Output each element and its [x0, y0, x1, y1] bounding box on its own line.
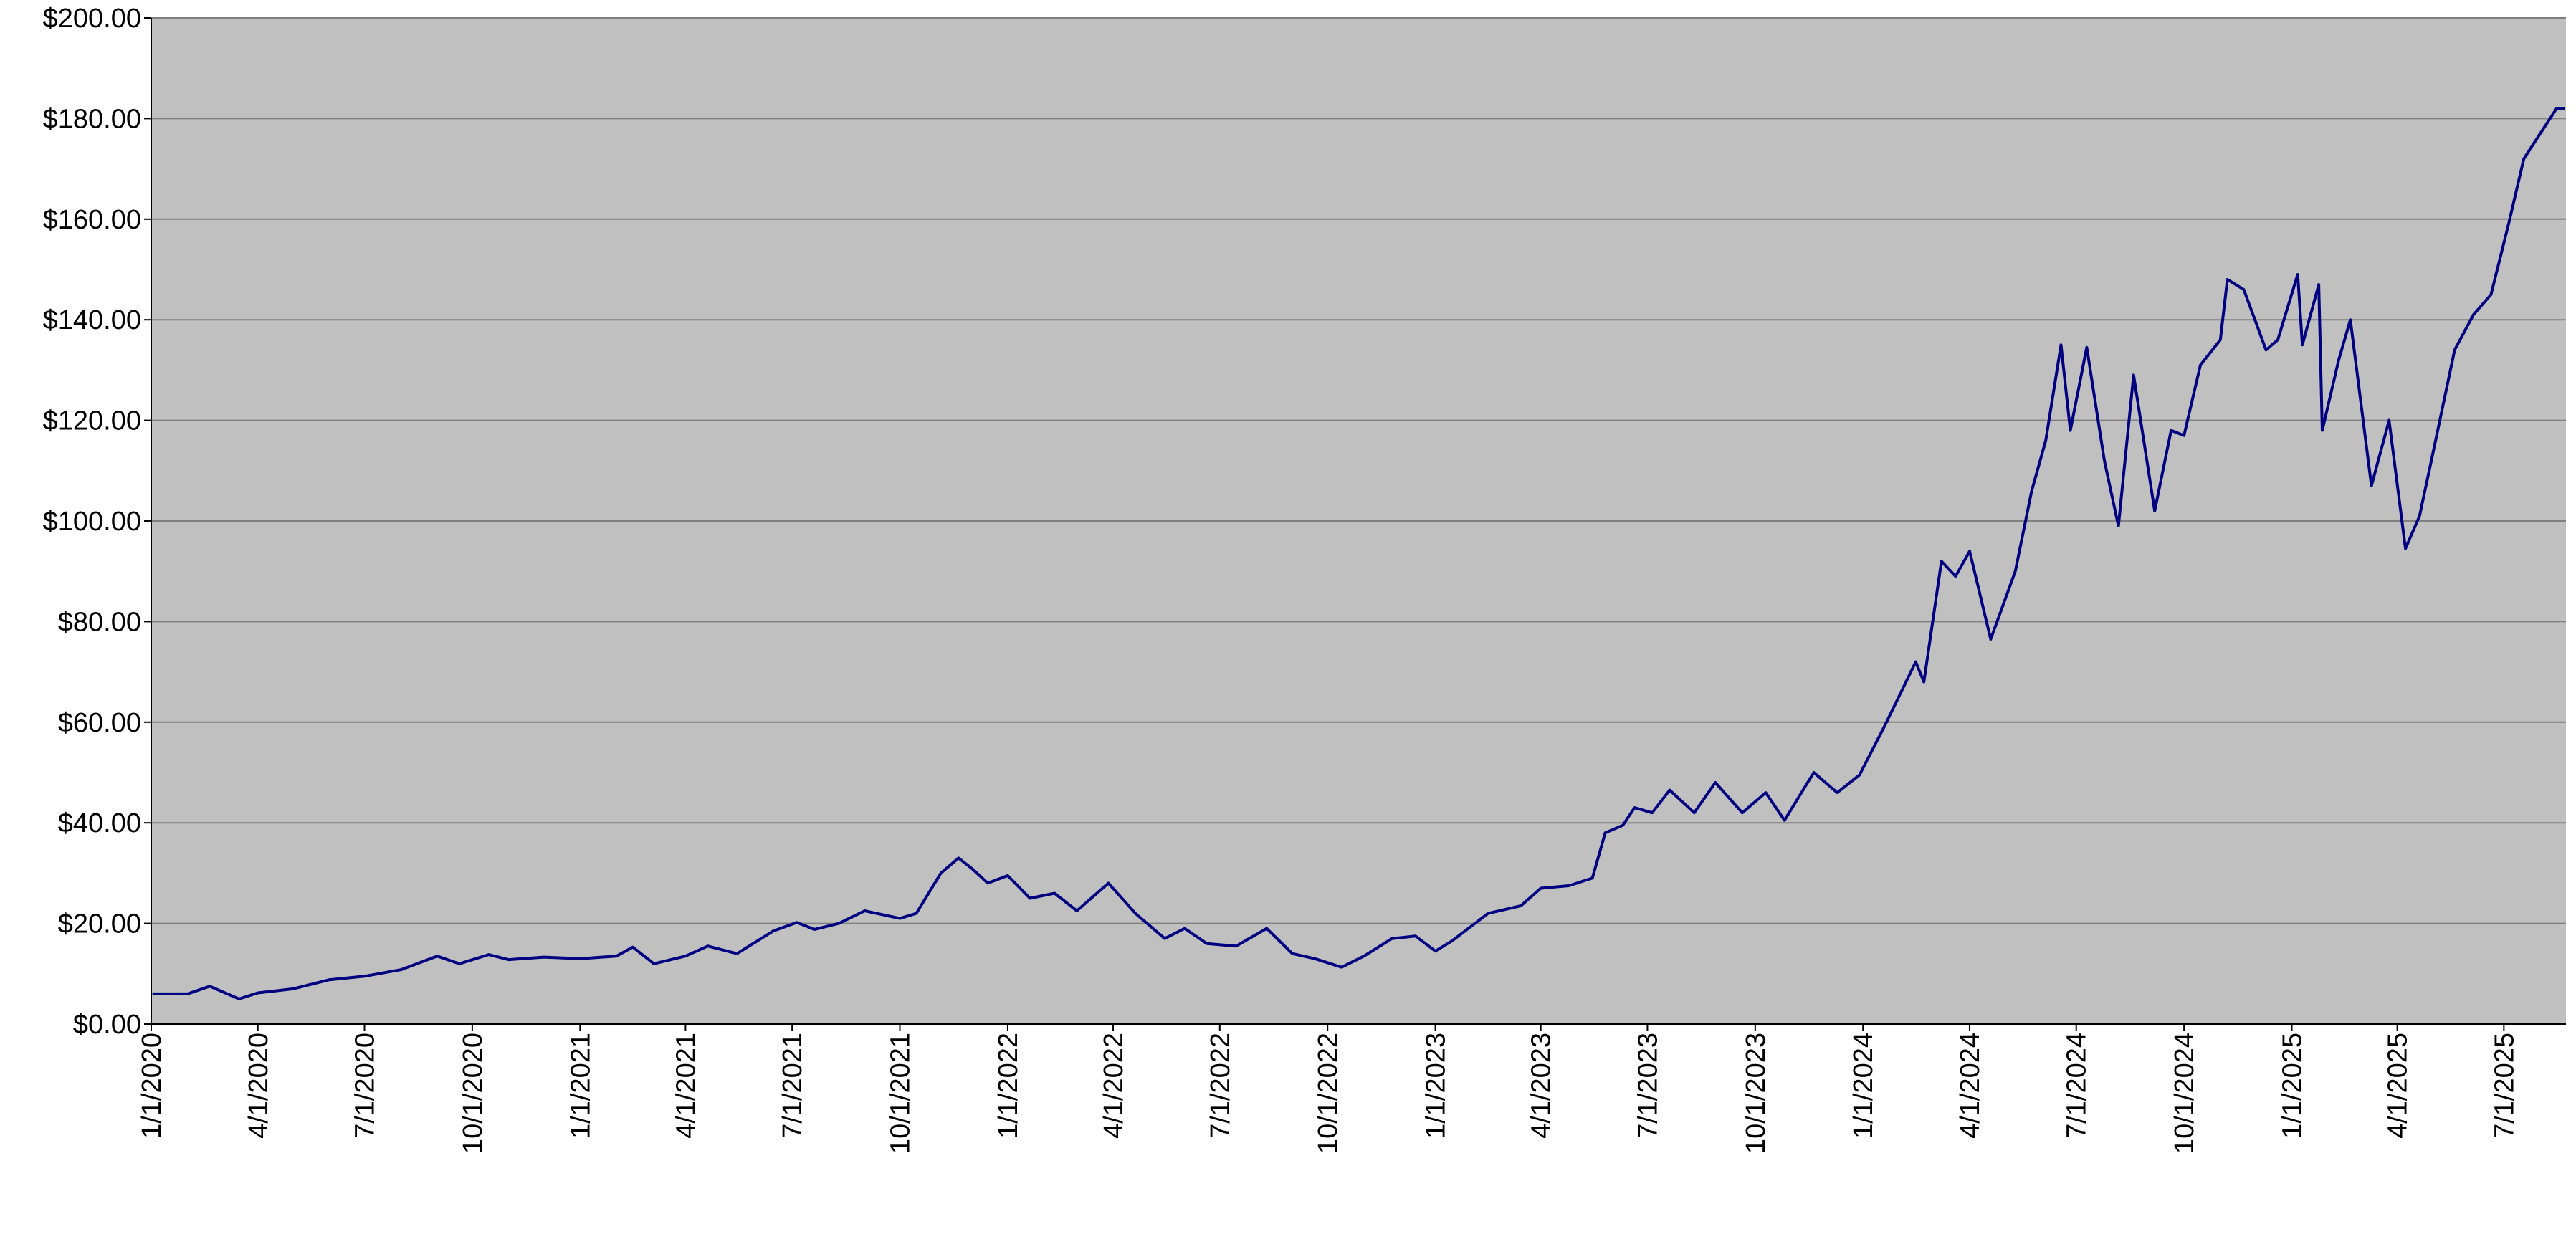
- x-tick-label: 7/1/2024: [2062, 1033, 2092, 1139]
- y-tick-label: $60.00: [58, 708, 141, 738]
- y-tick-label: $160.00: [43, 205, 141, 235]
- y-tick-label: $140.00: [43, 305, 141, 335]
- x-tick-label: 10/1/2023: [1741, 1033, 1771, 1154]
- x-tick-label: 1/1/2021: [566, 1033, 596, 1139]
- x-tick-label: 7/1/2023: [1633, 1033, 1663, 1139]
- x-tick-label: 1/1/2023: [1421, 1033, 1451, 1139]
- y-tick-label: $0.00: [73, 1010, 141, 1040]
- x-tick-label: 10/1/2021: [886, 1033, 916, 1154]
- y-tick-label: $100.00: [43, 507, 141, 537]
- x-tick-label: 4/1/2020: [244, 1033, 274, 1139]
- x-tick-label: 7/1/2020: [350, 1033, 381, 1139]
- x-tick-label: 4/1/2021: [671, 1033, 701, 1139]
- y-tick-label: $80.00: [58, 607, 141, 637]
- y-tick-label: $200.00: [43, 4, 141, 34]
- y-tick-label: $120.00: [43, 406, 141, 436]
- x-tick-label: 7/1/2025: [2489, 1033, 2519, 1139]
- x-tick-label: 4/1/2025: [2383, 1033, 2413, 1139]
- x-tick-label: 1/1/2025: [2277, 1033, 2307, 1139]
- price-line: [152, 107, 2565, 1000]
- x-tick-label: 1/1/2024: [1848, 1033, 1879, 1139]
- x-tick-label: 7/1/2021: [778, 1033, 808, 1139]
- x-tick-label: 1/1/2020: [137, 1033, 167, 1139]
- x-tick-label: 7/1/2022: [1206, 1033, 1236, 1139]
- x-tick-label: 1/1/2022: [993, 1033, 1024, 1139]
- x-tick-label: 10/1/2024: [2170, 1033, 2200, 1154]
- y-tick-label: $180.00: [43, 104, 141, 134]
- x-tick-label: 10/1/2022: [1313, 1033, 1343, 1154]
- y-tick-label: $20.00: [58, 909, 141, 939]
- x-tick-label: 10/1/2020: [458, 1033, 488, 1154]
- x-tick-label: 4/1/2023: [1527, 1033, 1557, 1139]
- y-tick-label: $40.00: [58, 808, 141, 838]
- x-tick-label: 4/1/2022: [1099, 1033, 1129, 1139]
- x-tick-label: 4/1/2024: [1955, 1033, 1985, 1139]
